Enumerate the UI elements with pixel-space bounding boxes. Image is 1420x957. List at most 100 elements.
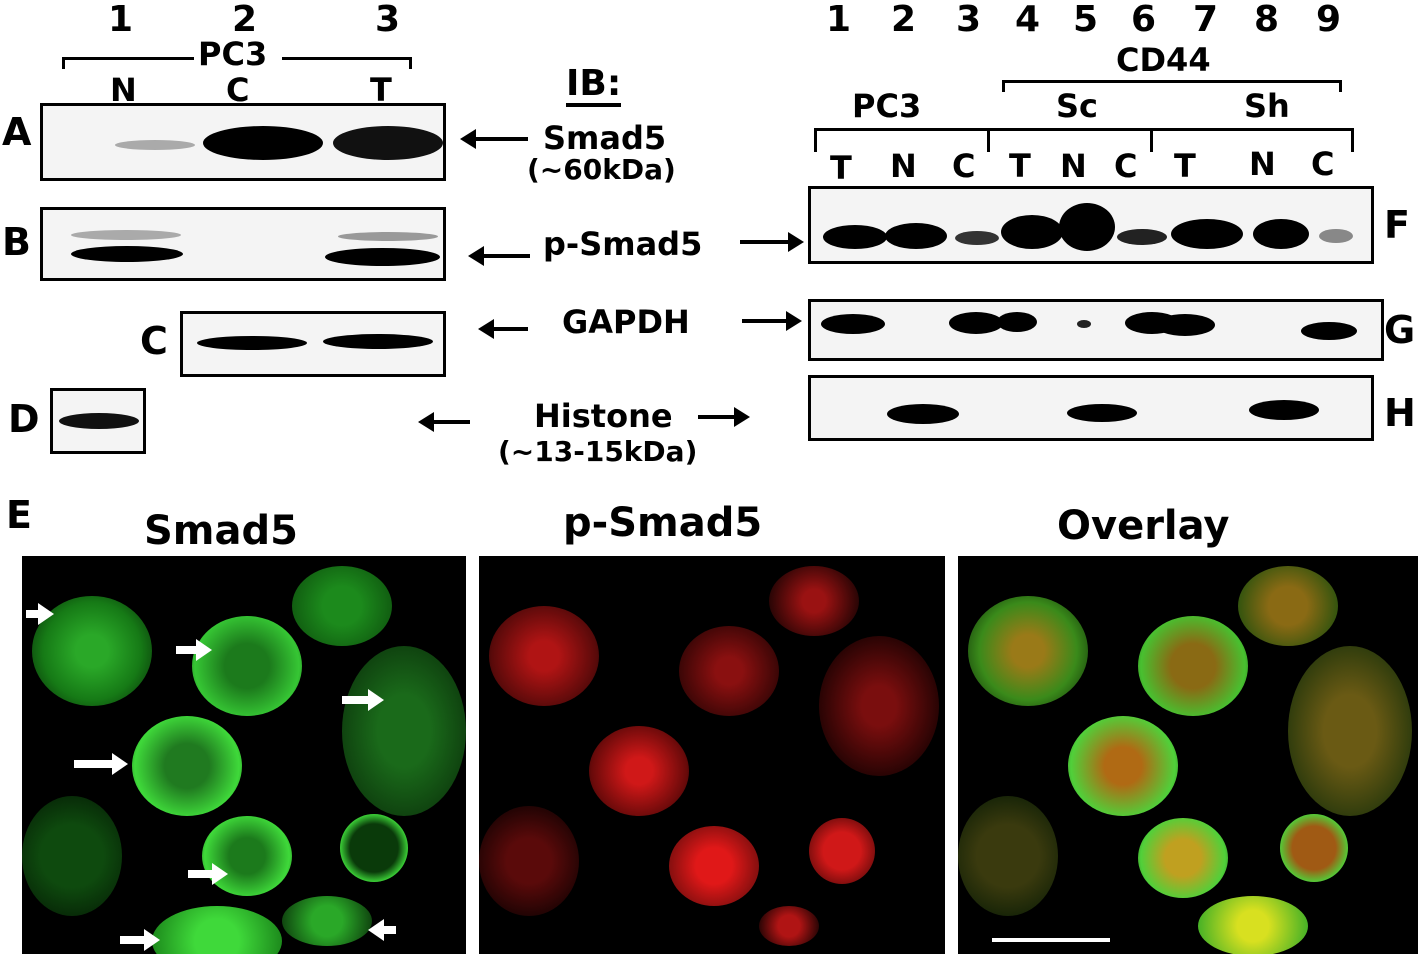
cell <box>489 606 599 706</box>
panel-label-c: C <box>140 319 168 363</box>
blot-psmad5-left <box>40 207 446 281</box>
band <box>1001 215 1063 249</box>
band <box>1059 203 1115 251</box>
right-lane-3: 3 <box>956 0 982 40</box>
cell <box>132 716 242 816</box>
band <box>115 140 195 150</box>
micrograph-psmad5 <box>479 556 945 954</box>
micro-title-psmad5: p-Smad5 <box>563 500 763 546</box>
micro-title-smad5: Smad5 <box>144 508 298 554</box>
left-fraction-n: N <box>110 71 137 109</box>
band <box>323 334 433 349</box>
band <box>1117 229 1167 245</box>
white-arrow-4 <box>74 753 128 775</box>
cd44-bracket-left-tick <box>1002 80 1005 92</box>
right-fraction-8: N <box>1249 145 1276 183</box>
gapdh-arrow-right <box>742 311 802 331</box>
band <box>1171 219 1243 249</box>
blot-smad5 <box>40 103 446 181</box>
psmad5-arrow-left <box>468 246 530 266</box>
right-fraction-9: C <box>1311 145 1335 183</box>
ib-histone-size: (~13-15kDa) <box>498 435 698 468</box>
white-arrow-2 <box>176 639 212 661</box>
band <box>1067 404 1137 422</box>
cell <box>759 906 819 946</box>
histone-arrow-right <box>698 407 750 427</box>
ib-psmad5: p-Smad5 <box>543 225 703 263</box>
cell <box>292 566 392 646</box>
right-lane-8: 8 <box>1254 0 1280 40</box>
right-lane-1: 1 <box>826 0 852 40</box>
fraction-bracket-tick-4 <box>1351 128 1354 152</box>
ib-gapdh: GAPDH <box>562 303 690 341</box>
cell <box>479 806 579 916</box>
band <box>997 312 1037 332</box>
right-fraction-1: T <box>830 149 852 187</box>
cell <box>1198 896 1308 954</box>
band <box>197 336 307 350</box>
pc3-bracket-right-tick <box>409 57 412 69</box>
blot-psmad5-right <box>808 186 1374 264</box>
group-sh: Sh <box>1244 87 1290 125</box>
white-arrow-5 <box>188 863 228 885</box>
fraction-bracket <box>814 128 1354 131</box>
scale-bar <box>992 938 1110 942</box>
fraction-bracket-tick-1 <box>814 128 817 152</box>
group-pc3: PC3 <box>852 87 922 125</box>
right-fraction-7: T <box>1174 147 1196 185</box>
blot-histone-left <box>50 388 146 454</box>
panel-label-b: B <box>2 220 31 264</box>
cell <box>819 636 939 776</box>
psmad5-arrow-right <box>740 232 804 252</box>
cell <box>340 814 408 882</box>
white-arrow-3 <box>342 689 384 711</box>
cell <box>192 616 302 716</box>
left-lane-3: 3 <box>375 0 401 40</box>
micrograph-overlay <box>958 556 1418 954</box>
band <box>1077 320 1091 328</box>
right-fraction-6: C <box>1114 147 1138 185</box>
panel-label-g: G <box>1384 308 1416 352</box>
blot-gapdh-left <box>180 311 446 377</box>
smad5-arrow <box>460 129 528 149</box>
band <box>1253 219 1309 249</box>
cd44-bracket-right-tick <box>1339 80 1342 92</box>
cd44-bracket <box>1002 80 1342 83</box>
band <box>949 312 1003 334</box>
group-sc: Sc <box>1056 87 1099 125</box>
band <box>59 413 139 429</box>
left-lane-1: 1 <box>108 0 134 40</box>
cell <box>589 726 689 816</box>
fraction-bracket-tick-2 <box>987 128 990 152</box>
cell <box>22 796 122 916</box>
cell <box>1288 646 1412 816</box>
band <box>203 126 323 160</box>
band <box>821 314 885 334</box>
panel-label-h: H <box>1384 391 1416 435</box>
band <box>71 230 181 240</box>
panel-label-a: A <box>2 110 32 154</box>
cell <box>152 906 282 954</box>
band <box>1155 314 1215 336</box>
cell <box>282 896 372 946</box>
pc3-bracket-left-tick <box>62 57 65 69</box>
cd44-label: CD44 <box>1116 41 1211 79</box>
band <box>1249 400 1319 420</box>
band <box>333 126 443 160</box>
cell <box>809 818 875 884</box>
band <box>325 248 440 266</box>
cell <box>769 566 859 636</box>
ib-smad5: Smad5 <box>543 119 667 157</box>
right-lane-6: 6 <box>1131 0 1157 40</box>
ib-smad5-size: (~60kDa) <box>527 153 676 186</box>
band <box>887 404 959 424</box>
left-lane-2: 2 <box>232 0 258 40</box>
fraction-bracket-tick-3 <box>1150 128 1153 152</box>
right-fraction-3: C <box>952 147 976 185</box>
micrograph-smad5 <box>22 556 466 954</box>
cell <box>1280 814 1348 882</box>
ib-histone: Histone <box>534 397 673 435</box>
band <box>71 246 183 262</box>
band <box>338 232 438 241</box>
cell <box>958 796 1058 916</box>
